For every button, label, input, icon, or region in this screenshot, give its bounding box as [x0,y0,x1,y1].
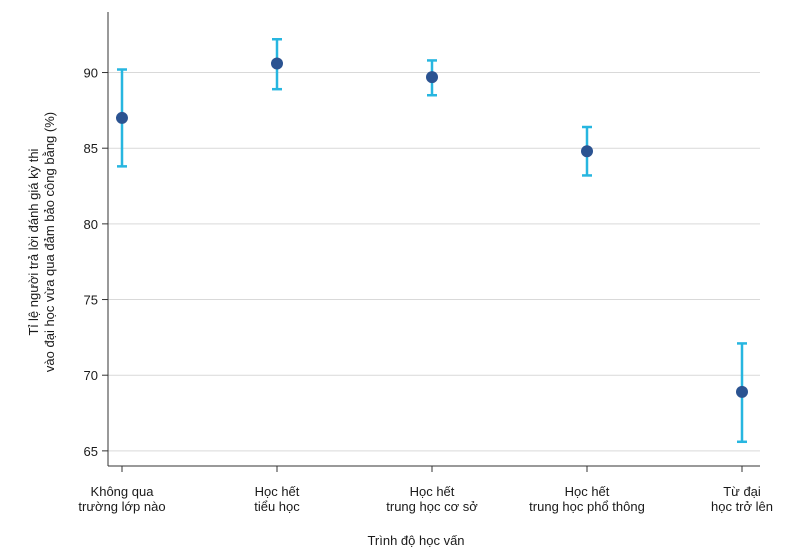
y-tick-label: 70 [84,368,98,383]
y-ticks: 65 70 75 80 85 90 [84,66,108,459]
x-tick-label: Học hết [255,484,300,499]
x-tick-label: Từ đại [723,484,761,499]
x-tick-label: Học hết [565,484,610,499]
data-point [426,71,438,84]
grid-layer [108,72,760,452]
x-axis-title: Trình độ học vấn [367,533,464,548]
axis-layer [107,12,760,467]
x-tick-label: trung học cơ sở [386,499,478,514]
data-point [736,385,748,398]
y-tick-label: 65 [84,444,98,459]
data-points [116,57,748,398]
y-axis-title-line-2: vào đại học vừa qua đảm bảo công bằng (%… [42,112,57,372]
y-tick-label: 90 [84,66,98,81]
y-tick-label: 85 [84,141,98,156]
y-axis-title: Tỉ lệ người trả lời đánh giá kỳ thi vào … [26,112,57,372]
y-tick-label: 80 [84,217,98,232]
x-tick-label: trường lớp nào [78,499,165,514]
x-tick-label: tiểu học [254,499,300,514]
x-tick-label: học trở lên [711,499,773,514]
x-tick-label: Không qua [91,484,155,499]
data-point [581,145,593,158]
x-tick-label: trung học phổ thông [529,499,645,514]
data-point [271,57,283,70]
data-point [116,111,128,124]
error-bars [117,37,747,444]
y-tick-label: 75 [84,293,98,308]
y-axis-title-line-1: Tỉ lệ người trả lời đánh giá kỳ thi [26,148,41,335]
x-tick-label: Học hết [410,484,455,499]
